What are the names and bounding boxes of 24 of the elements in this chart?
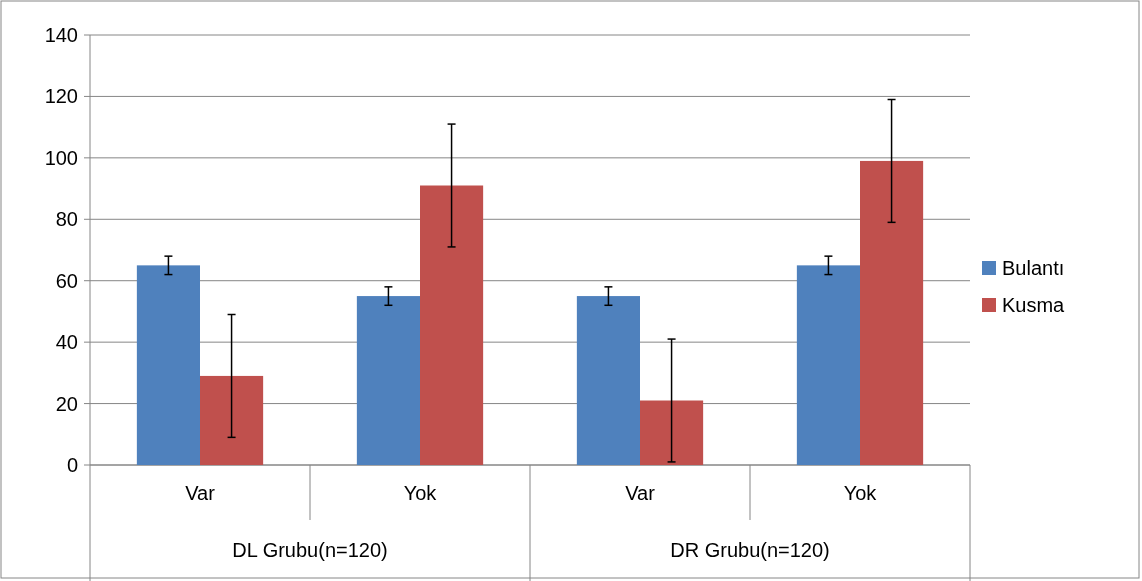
y-tick-label: 140 (44, 24, 78, 46)
x-tick-label: Yok (843, 482, 878, 504)
y-tick-label: 20 (55, 392, 78, 415)
bar (860, 160, 924, 465)
bar (420, 185, 484, 465)
text: DR Grubu(n=120) (670, 539, 830, 561)
bar (200, 375, 264, 465)
bar (576, 296, 640, 465)
x-tick-label: Yok (403, 482, 438, 504)
y-tick-label: 0 (66, 454, 78, 476)
y-tick-label: 120 (44, 85, 78, 108)
x-tick-label: Var (185, 482, 216, 504)
bar (136, 265, 200, 465)
y-tick-label: 100 (44, 146, 78, 169)
text: DL Grubu(n=120) (232, 539, 388, 561)
legend-label: Bulantı (1002, 257, 1065, 279)
y-tick-label: 40 (55, 331, 78, 354)
bar (796, 265, 860, 465)
legend-label: Kusma (1002, 294, 1066, 316)
bar (356, 296, 420, 465)
y-tick-label: 60 (55, 269, 78, 292)
bar (640, 400, 704, 465)
y-tick-label: 80 (55, 208, 78, 231)
x-tick-label: Var (625, 482, 656, 504)
